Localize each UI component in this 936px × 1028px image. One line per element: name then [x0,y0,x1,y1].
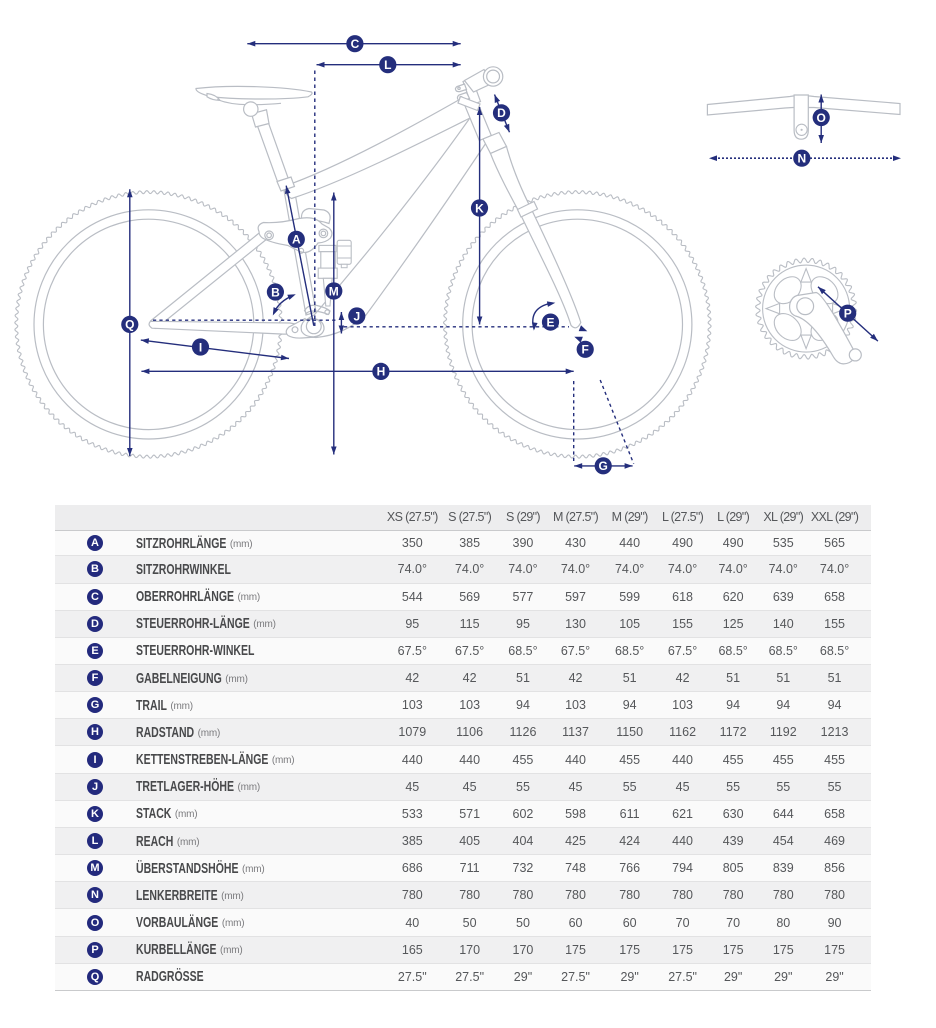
svg-text:G: G [599,459,608,473]
svg-text:L: L [384,58,391,72]
svg-text:H: H [377,365,386,379]
svg-text:J: J [353,309,360,323]
svg-text:M: M [329,284,339,298]
svg-text:C: C [351,37,360,51]
svg-text:O: O [817,111,826,125]
svg-text:P: P [844,307,852,321]
svg-text:D: D [497,106,506,120]
svg-text:N: N [797,152,806,166]
svg-text:K: K [475,201,484,215]
svg-text:F: F [582,343,589,357]
svg-text:E: E [546,315,554,329]
svg-text:Q: Q [125,318,134,332]
svg-text:A: A [292,233,301,247]
svg-text:B: B [271,285,280,299]
svg-text:I: I [199,340,202,354]
